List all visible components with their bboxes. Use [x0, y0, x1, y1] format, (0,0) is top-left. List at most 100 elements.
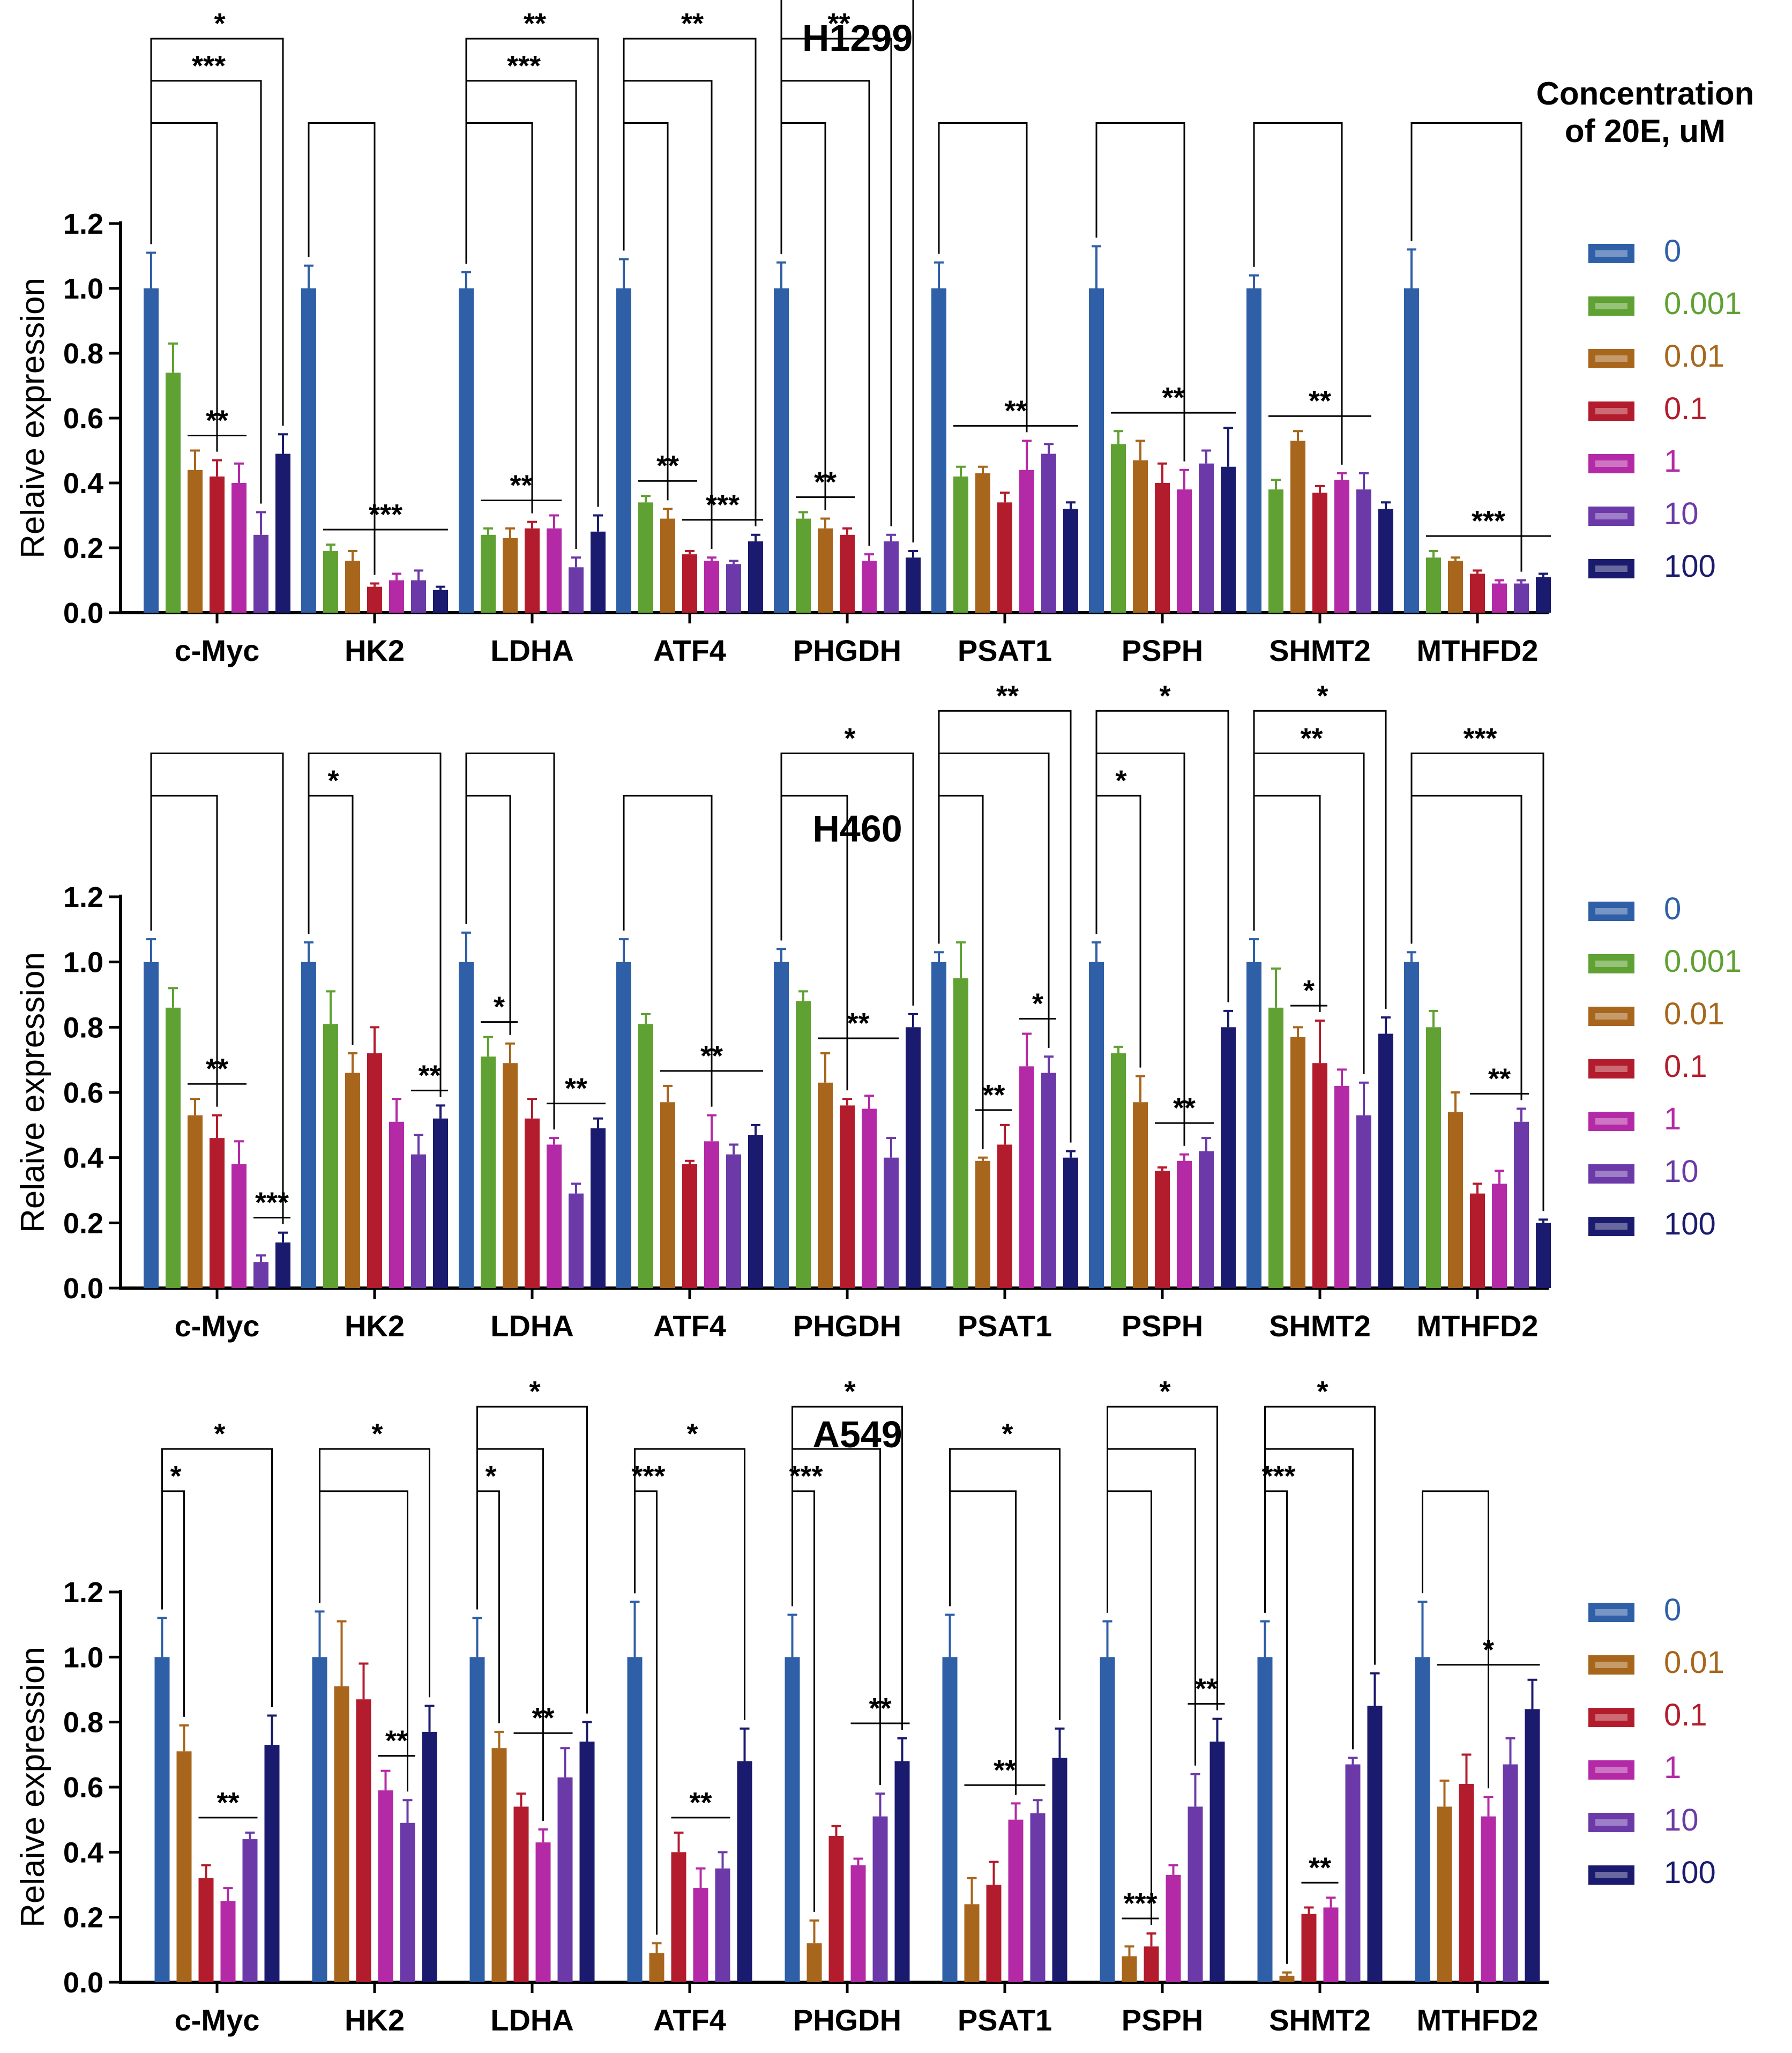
significance-label: ***: [706, 489, 740, 521]
category-label: PHGDH: [793, 634, 901, 667]
bar: [1041, 453, 1056, 613]
bar: [144, 288, 159, 613]
significance-bracket: [623, 122, 669, 501]
significance-label: *: [1483, 1634, 1494, 1666]
bar: [503, 1063, 518, 1288]
significance-label: ***: [1463, 722, 1497, 754]
bar: [481, 534, 496, 613]
bar: [1345, 1764, 1361, 1982]
significance-label: **: [994, 1754, 1016, 1786]
bar: [1133, 1102, 1148, 1288]
bar: [459, 288, 474, 613]
significance-bracket: [308, 122, 376, 575]
significance-label: **: [510, 470, 532, 502]
bar: [660, 518, 675, 613]
bar: [1356, 489, 1371, 613]
significance-label: *: [1115, 764, 1126, 797]
bar: [1089, 288, 1104, 613]
bar: [481, 1057, 496, 1288]
legend-label: 0: [1664, 1593, 1681, 1627]
significance-bracket: [150, 794, 218, 1107]
significance-bracket: [476, 1448, 544, 1821]
bar: [774, 962, 789, 1288]
significance-label: *: [1159, 1375, 1170, 1408]
category-label: LDHA: [490, 634, 574, 667]
bar: [1503, 1764, 1518, 1982]
bar: [1426, 557, 1441, 613]
significance-bracket: [634, 1490, 658, 1935]
y-axis-label: Relaive expression: [14, 278, 51, 559]
bar: [715, 1868, 730, 1982]
bar: [535, 1842, 551, 1982]
y-tick-label: 1.2: [63, 881, 103, 913]
legend-swatch-highlight: [1595, 1872, 1627, 1878]
bar: [1052, 1758, 1067, 1982]
bar: [1437, 1806, 1452, 1982]
significance-label: *: [494, 991, 505, 1023]
significance-bracket: [1264, 1448, 1354, 1750]
bar: [242, 1839, 258, 1982]
bar: [1089, 962, 1104, 1288]
category-label: PSPH: [1122, 1309, 1204, 1343]
bar: [378, 1790, 393, 1982]
significance-bracket: [792, 1490, 815, 1912]
legend-label: 0.001: [1664, 944, 1742, 979]
legend-label: 0.001: [1664, 286, 1742, 321]
y-tick-label: 0.4: [63, 467, 103, 500]
legend-title-line-1: Concentration: [1536, 76, 1754, 111]
bar: [459, 962, 474, 1288]
bar: [547, 1144, 562, 1288]
bar: [1415, 1657, 1430, 1982]
significance-label: **: [847, 1007, 869, 1039]
category-label: MTHFD2: [1416, 2003, 1538, 2037]
significance-bracket: [150, 122, 218, 452]
bar: [1334, 479, 1349, 613]
bar: [1221, 1027, 1236, 1288]
bar: [1144, 1946, 1159, 1982]
bar: [176, 1751, 192, 1982]
bar: [1448, 1112, 1463, 1288]
bar: [1378, 509, 1393, 613]
legend-swatch: [1588, 349, 1634, 368]
bar: [1323, 1907, 1339, 1982]
category-label: c-Myc: [175, 1309, 260, 1343]
bar: [1199, 1151, 1214, 1288]
bar: [1470, 574, 1485, 613]
bar: [323, 551, 338, 613]
significance-bracket: [1107, 1405, 1218, 1710]
significance-label: **: [689, 1787, 712, 1819]
significance-label: ***: [1123, 1887, 1157, 1920]
bar: [796, 518, 811, 613]
significance-label: **: [827, 8, 850, 40]
bar: [671, 1852, 686, 1982]
bar: [411, 1154, 426, 1288]
legend-swatch: [1588, 954, 1634, 973]
significance-bracket: [792, 1448, 881, 1786]
bar: [660, 1102, 675, 1288]
bar: [818, 528, 833, 613]
significance-label: **: [1173, 1092, 1196, 1124]
significance-label: *: [686, 1418, 698, 1450]
bar: [389, 1121, 404, 1288]
bar: [334, 1686, 349, 1982]
legend-swatch-highlight: [1595, 1223, 1627, 1230]
y-axis-label: Relaive expression: [14, 952, 51, 1233]
category-label: LDHA: [490, 2003, 574, 2037]
significance-label: *: [529, 1375, 540, 1408]
y-tick-label: 0.8: [63, 1707, 103, 1739]
category-label: HK2: [345, 1309, 405, 1343]
y-tick-label: 1.0: [63, 273, 103, 305]
significance-bracket: [1422, 1490, 1489, 1789]
significance-bracket: [161, 1490, 185, 1717]
bar: [850, 1865, 866, 1982]
bar: [547, 528, 562, 613]
y-tick-label: 0.4: [63, 1836, 103, 1869]
legend-label: 0: [1664, 891, 1681, 926]
bar: [1334, 1085, 1349, 1288]
significance-label: ***: [255, 1187, 289, 1219]
bar: [1019, 1066, 1034, 1288]
significance-label: *: [214, 8, 225, 40]
bar: [931, 288, 946, 613]
bar: [1199, 463, 1214, 613]
